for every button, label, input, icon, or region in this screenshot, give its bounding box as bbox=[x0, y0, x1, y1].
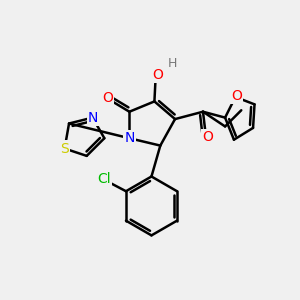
Text: O: O bbox=[102, 92, 113, 106]
Text: S: S bbox=[60, 142, 69, 155]
Text: O: O bbox=[231, 88, 242, 103]
Text: O: O bbox=[152, 68, 163, 82]
Text: N: N bbox=[124, 131, 135, 145]
Text: O: O bbox=[202, 130, 213, 144]
Text: N: N bbox=[88, 111, 98, 124]
Text: Cl: Cl bbox=[97, 172, 111, 186]
Text: H: H bbox=[167, 57, 177, 70]
